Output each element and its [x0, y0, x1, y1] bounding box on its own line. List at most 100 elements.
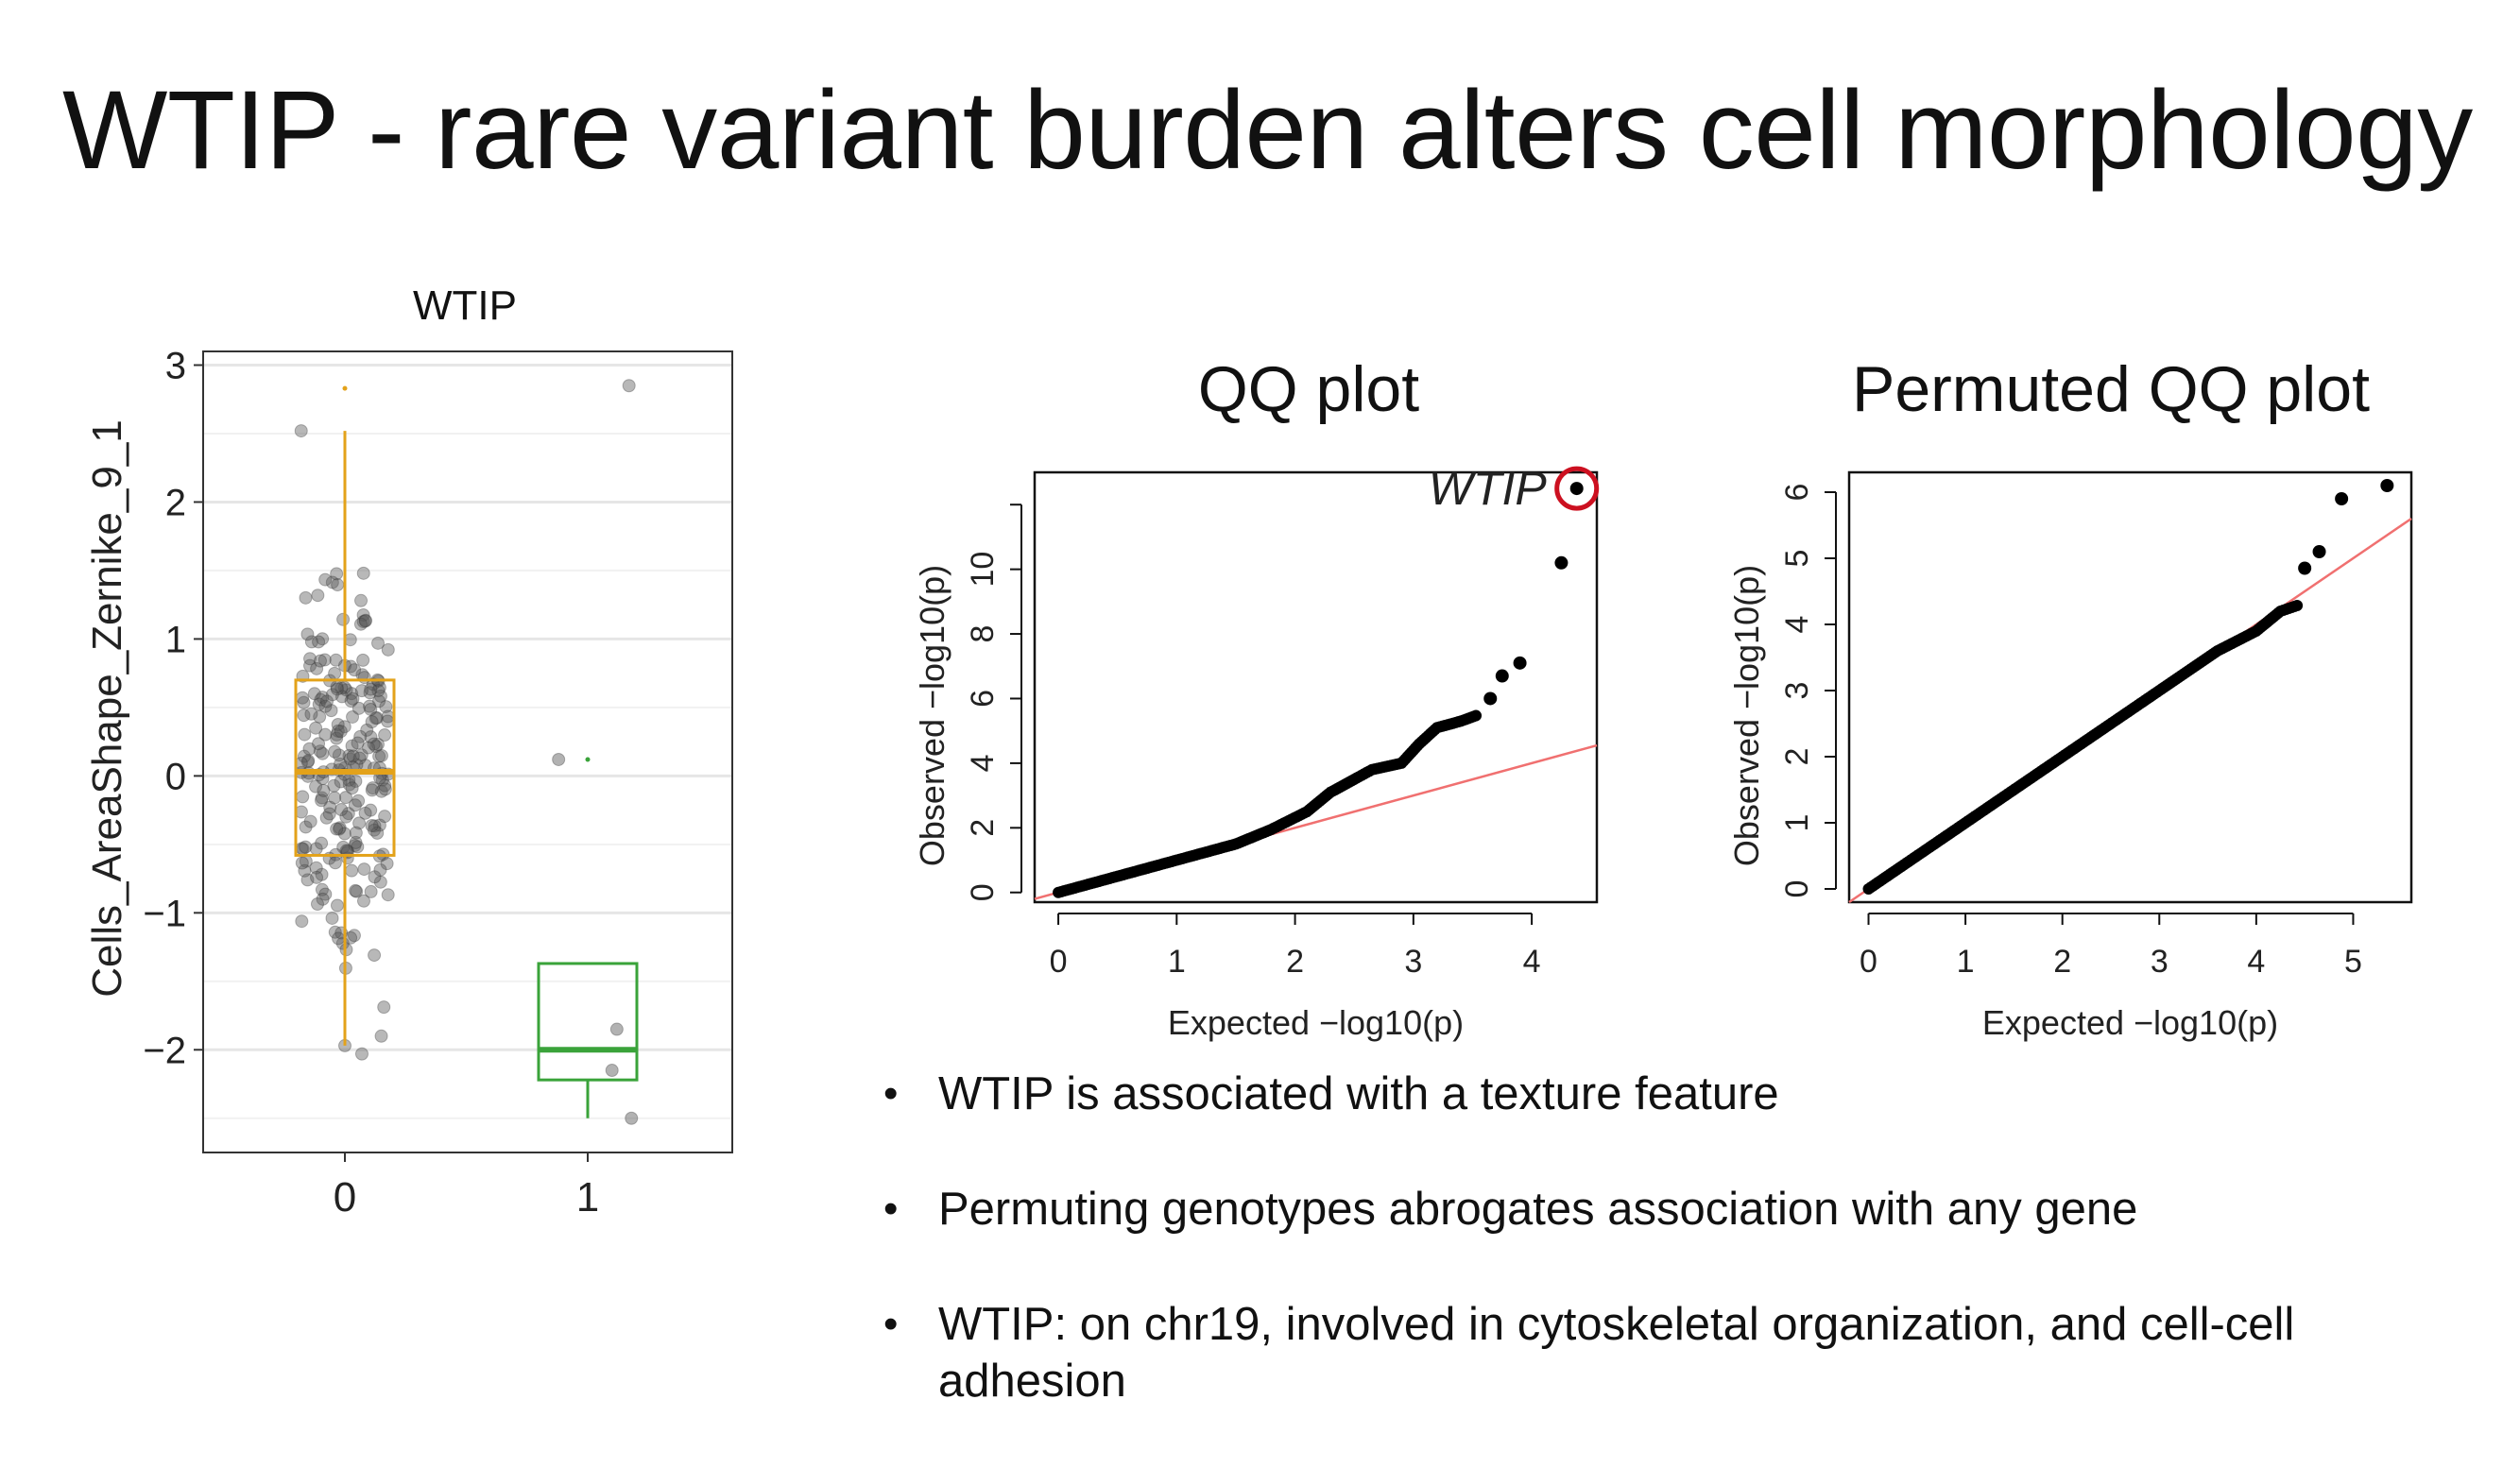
- x-axis-label: Expected −log10(p): [1168, 1003, 1464, 1042]
- jitter-point: [312, 697, 326, 711]
- jitter-point: [356, 615, 370, 629]
- jitter-point: [297, 695, 311, 709]
- jitter-point: [330, 567, 344, 581]
- jitter-point: [552, 752, 566, 766]
- jitter-point: [353, 617, 368, 631]
- jitter-point: [368, 870, 382, 884]
- jitter-point: [349, 826, 363, 840]
- jitter-point: [372, 694, 386, 708]
- y-tick-label: 6: [965, 690, 1001, 708]
- jitter-point: [368, 948, 382, 963]
- y-tick-label: −1: [143, 893, 186, 934]
- jitter-point: [348, 663, 362, 677]
- jitter-point: [625, 1111, 639, 1125]
- jitter-point: [323, 800, 337, 814]
- jitter-point: [364, 730, 378, 744]
- jitter-point: [373, 862, 387, 877]
- jitter-point: [336, 840, 351, 854]
- jitter-point: [369, 711, 383, 725]
- jitter-point: [330, 727, 344, 742]
- jitter-point: [310, 896, 324, 911]
- y-tick-label: −2: [143, 1030, 186, 1071]
- jitter-point: [313, 709, 327, 724]
- jitter-point: [339, 683, 353, 697]
- jitter-point: [314, 692, 328, 707]
- qq-point: [1554, 555, 1569, 570]
- jitter-point: [315, 867, 329, 881]
- jitter-point: [318, 727, 333, 742]
- jitter-point: [349, 883, 363, 897]
- y-axis-label: Observed −log10(p): [1727, 565, 1766, 866]
- qq-point: [2312, 545, 2326, 558]
- box-rect: [294, 678, 396, 857]
- jitter-point: [325, 575, 339, 589]
- jitter-point: [345, 781, 359, 795]
- jitter-point: [379, 700, 393, 714]
- jitter-point: [364, 702, 378, 716]
- jitter-point: [373, 689, 387, 703]
- jitter-point: [317, 653, 332, 667]
- jitter-point: [311, 589, 325, 603]
- jitter-point: [371, 684, 386, 698]
- jitter-point: [381, 642, 395, 657]
- jitter-point: [353, 729, 368, 743]
- jitter-point: [316, 691, 330, 705]
- jitter-point: [319, 811, 334, 825]
- jitter-point: [348, 798, 362, 812]
- jitter-point: [316, 746, 330, 760]
- jitter-point: [328, 856, 342, 870]
- jitter-point: [605, 1064, 619, 1078]
- jitter-point: [362, 741, 376, 755]
- jitter-point: [377, 1000, 391, 1015]
- jitter-point: [315, 791, 329, 805]
- jitter-point: [294, 424, 308, 438]
- y-tick-label: 10: [965, 552, 1001, 588]
- jitter-point: [295, 914, 309, 929]
- jitter-point: [309, 721, 323, 735]
- jitter-point: [346, 749, 360, 763]
- jitter-point: [337, 720, 351, 734]
- jitter-point: [372, 818, 386, 832]
- qq-plot-title: QQ plot: [1198, 353, 1419, 425]
- jitter-point: [303, 814, 317, 828]
- y-tick-label: 2: [965, 819, 1001, 837]
- jitter-point: [332, 748, 346, 762]
- jitter-point: [296, 691, 310, 705]
- x-tick-label: 3: [1404, 944, 1422, 980]
- x-tick-label: 2: [1286, 944, 1304, 980]
- bullet-list: WTIP is associated with a texture featur…: [883, 1066, 2452, 1468]
- jitter-point: [378, 778, 392, 793]
- jitter-point: [332, 931, 346, 946]
- x-tick-label: 3: [2151, 944, 2169, 980]
- jitter-point: [330, 822, 344, 836]
- jitter-point: [345, 863, 359, 878]
- jitter-point: [331, 578, 345, 592]
- jitter-point: [370, 826, 385, 840]
- qq-point: [2380, 479, 2394, 492]
- jitter-point: [300, 755, 315, 769]
- jitter-point: [320, 694, 334, 708]
- jitter-point: [357, 862, 371, 877]
- jitter-point: [330, 898, 344, 913]
- jitter-point: [307, 687, 321, 701]
- jitter-point: [365, 818, 379, 832]
- jitter-point: [622, 379, 636, 393]
- jitter-point: [318, 699, 333, 713]
- y-tick-label: 2: [165, 482, 186, 523]
- y-tick-label: 1: [1779, 814, 1815, 832]
- jitter-point: [354, 1047, 369, 1061]
- jitter-point: [358, 614, 372, 628]
- highlight-ring: [1554, 466, 1600, 511]
- jitter-point: [344, 930, 358, 945]
- jitter-point: [300, 627, 315, 641]
- x-tick-label: 4: [1523, 944, 1541, 980]
- jitter-point: [341, 807, 355, 821]
- jitter-point: [304, 635, 318, 649]
- jitter-point: [345, 739, 359, 753]
- jitter-point: [381, 888, 395, 902]
- jitter-point: [368, 819, 382, 833]
- jitter-point: [378, 782, 392, 796]
- jitter-point: [328, 666, 342, 680]
- jitter-point: [356, 566, 370, 580]
- jitter-point: [315, 836, 329, 850]
